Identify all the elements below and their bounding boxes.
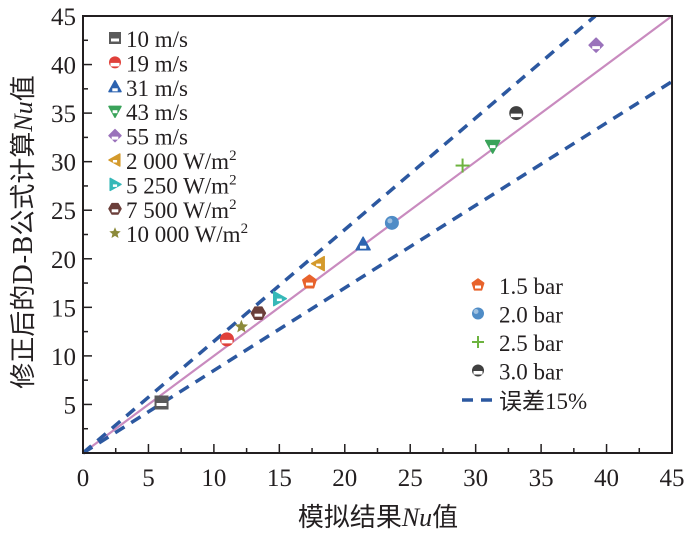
data-point <box>310 255 325 272</box>
y-tick-label: 20 <box>51 247 76 274</box>
legend-top-left: 10 m/s19 m/s31 m/s43 m/s55 m/s2 000 W/m2… <box>108 27 248 247</box>
legend-label: 误差15% <box>499 389 587 414</box>
data-point <box>384 215 399 230</box>
reference-lines <box>81 14 673 455</box>
y-axis-title: 修正后的D-B公式计算Nu值 <box>9 75 39 389</box>
legend-item: 55 m/s <box>108 125 188 150</box>
x-tick-label: 0 <box>77 465 90 492</box>
legend-label: 2.5 bar <box>499 331 563 356</box>
legend-label: 7 500 W/m2 <box>126 197 237 223</box>
legend-item-error-band: 误差15% <box>462 389 587 414</box>
legend-label: 10 000 W/m2 <box>126 221 248 247</box>
legend-label: 2 000 W/m2 <box>126 148 237 174</box>
y-tick-label: 35 <box>51 101 76 128</box>
legend-label: 5 250 W/m2 <box>126 172 237 198</box>
x-tick-labels: 0 5 10 15 20 25 30 35 40 45 <box>77 465 685 492</box>
data-point <box>250 306 267 320</box>
x-tick-label: 30 <box>463 465 488 492</box>
y-tick-label: 30 <box>51 150 76 177</box>
legend-marker <box>109 177 122 192</box>
x-tick-label: 5 <box>142 465 155 492</box>
legend-marker <box>108 80 122 93</box>
legend-item: 10 m/s <box>109 27 188 52</box>
axis-ticks <box>82 15 673 454</box>
legend-item: 31 m/s <box>108 76 188 101</box>
legend-item: 5 250 W/m2 <box>109 172 237 198</box>
legend-marker <box>109 32 121 44</box>
legend-label: 3.0 bar <box>499 360 563 385</box>
legend-bottom-right: 1.5 bar 2.0 bar 2.5 bar 3.0 bar 误差15% <box>462 274 587 414</box>
legend-item: 43 m/s <box>108 100 188 125</box>
y-tick-label: 5 <box>64 392 77 419</box>
legend-label: 31 m/s <box>126 76 188 101</box>
legend-marker <box>472 307 484 320</box>
data-point <box>154 395 169 410</box>
x-tick-label: 10 <box>201 465 226 492</box>
y-tick-labels: 5 10 15 20 25 30 35 40 45 <box>51 4 76 419</box>
y-tick-label: 25 <box>51 198 76 225</box>
data-point <box>455 158 470 173</box>
y-tick-label: 10 <box>51 344 76 371</box>
legend-label: 55 m/s <box>126 125 188 150</box>
legend-item: 2.0 bar <box>472 303 563 328</box>
legend-marker <box>472 336 484 348</box>
legend-marker <box>109 56 121 69</box>
x-axis-title: 模拟结果Nu值 <box>298 503 458 533</box>
error-band-line <box>81 14 597 455</box>
y-tick-label: 15 <box>51 295 76 322</box>
legend-marker <box>108 128 122 143</box>
y-tick-label: 45 <box>51 4 76 31</box>
legend-label: 1.5 bar <box>499 274 563 299</box>
legend-item: 1.5 bar <box>471 274 563 299</box>
legend-marker <box>108 202 122 215</box>
identity-line <box>82 15 673 454</box>
legend-item: 7 500 W/m2 <box>108 197 237 223</box>
data-point <box>272 290 288 307</box>
error-band-line <box>82 80 673 455</box>
data-point <box>588 37 604 53</box>
data-point <box>302 274 317 289</box>
x-tick-label: 40 <box>594 465 619 492</box>
y-tick-label: 40 <box>51 53 76 80</box>
legend-marker <box>472 364 484 377</box>
legend-marker <box>108 105 122 118</box>
x-tick-label: 15 <box>267 465 292 492</box>
legend-label: 19 m/s <box>126 51 188 76</box>
legend-label: 2.0 bar <box>499 303 563 328</box>
x-tick-label: 35 <box>529 465 554 492</box>
x-tick-label: 25 <box>398 465 423 492</box>
x-tick-label: 45 <box>660 465 685 492</box>
legend-marker <box>108 153 121 167</box>
data-point <box>219 332 234 347</box>
legend-item: 19 m/s <box>109 51 188 76</box>
legend-item: 2 000 W/m2 <box>108 148 237 174</box>
legend-marker <box>471 278 485 291</box>
x-tick-label: 20 <box>332 465 357 492</box>
data-point <box>484 139 501 154</box>
legend-item: 2.5 bar <box>472 331 563 356</box>
data-point <box>234 319 249 333</box>
legend-item: 3.0 bar <box>472 360 563 385</box>
data-point <box>355 236 371 251</box>
legend-label: 10 m/s <box>126 27 188 52</box>
legend-marker <box>109 227 121 239</box>
data-points <box>154 37 604 410</box>
legend-item: 10 000 W/m2 <box>109 221 248 247</box>
legend-label: 43 m/s <box>126 100 188 125</box>
data-point <box>509 106 524 121</box>
